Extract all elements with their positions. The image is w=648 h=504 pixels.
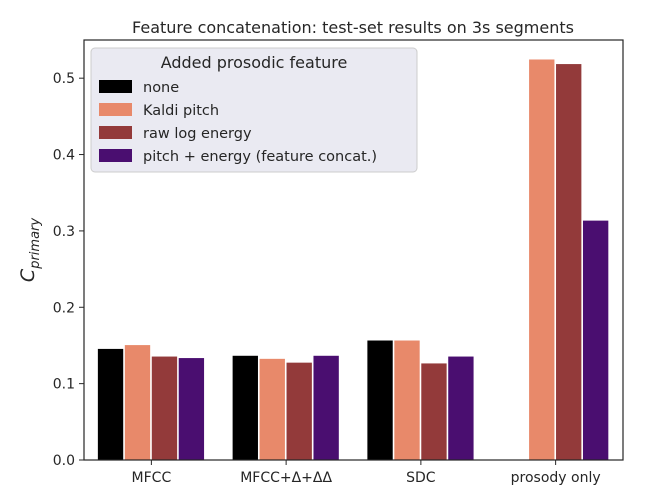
- legend-label: Kaldi pitch: [143, 103, 219, 119]
- y-tick-label: 0.5: [53, 71, 75, 87]
- y-axis-label-subscript: primary: [28, 218, 43, 270]
- x-tick-label: prosody only: [511, 470, 601, 486]
- x-tick-label: MFCC: [132, 470, 172, 486]
- legend-swatch: [99, 126, 132, 139]
- legend-title: Added prosodic feature: [161, 53, 348, 72]
- y-tick-label: 0.3: [53, 224, 75, 240]
- legend-swatch: [99, 103, 132, 116]
- bar: [124, 344, 151, 461]
- legend-label: pitch + energy (feature concat.): [143, 149, 377, 165]
- bars-group: [97, 58, 610, 461]
- bar: [97, 348, 125, 461]
- bar: [582, 219, 610, 461]
- y-tick-label: 0.4: [53, 148, 75, 164]
- bar: [447, 355, 475, 461]
- x-tick-label: SDC: [406, 470, 436, 486]
- legend-label: none: [143, 80, 179, 96]
- y-axis: 0.0 0.1 0.2 0.3 0.4 0.5: [53, 71, 84, 469]
- y-tick-label: 0.1: [53, 377, 75, 393]
- bar: [366, 339, 394, 461]
- bar: [258, 358, 286, 461]
- y-axis-label: Cprimary: [17, 218, 43, 282]
- bar: [528, 58, 556, 461]
- y-tick-label: 0.2: [53, 300, 75, 316]
- bar: [312, 354, 340, 461]
- bar: [177, 357, 205, 461]
- legend-swatch: [99, 149, 132, 162]
- x-axis: MFCC MFCC+Δ+ΔΔ SDC prosody only: [132, 460, 601, 486]
- bar: [555, 63, 583, 461]
- y-axis-label-main: C: [17, 268, 39, 282]
- legend-box: [90, 47, 418, 173]
- bar: [231, 354, 259, 461]
- legend-label: raw log energy: [143, 126, 252, 142]
- legend-entries: none Kaldi pitch raw log energy pitch + ene…: [99, 80, 377, 165]
- bar: [285, 361, 313, 461]
- bar: [420, 362, 448, 461]
- chart-title: Feature concatenation: test-set results …: [132, 18, 574, 37]
- legend-swatch: [99, 80, 132, 93]
- legend: Added prosodic feature none Kaldi pitch ra…: [90, 47, 418, 173]
- bar: [150, 355, 178, 461]
- plot-frame: [83, 39, 624, 461]
- bar: [393, 339, 421, 461]
- x-tick-label: MFCC+Δ+ΔΔ: [240, 470, 332, 486]
- y-tick-label: 0.0: [53, 453, 75, 469]
